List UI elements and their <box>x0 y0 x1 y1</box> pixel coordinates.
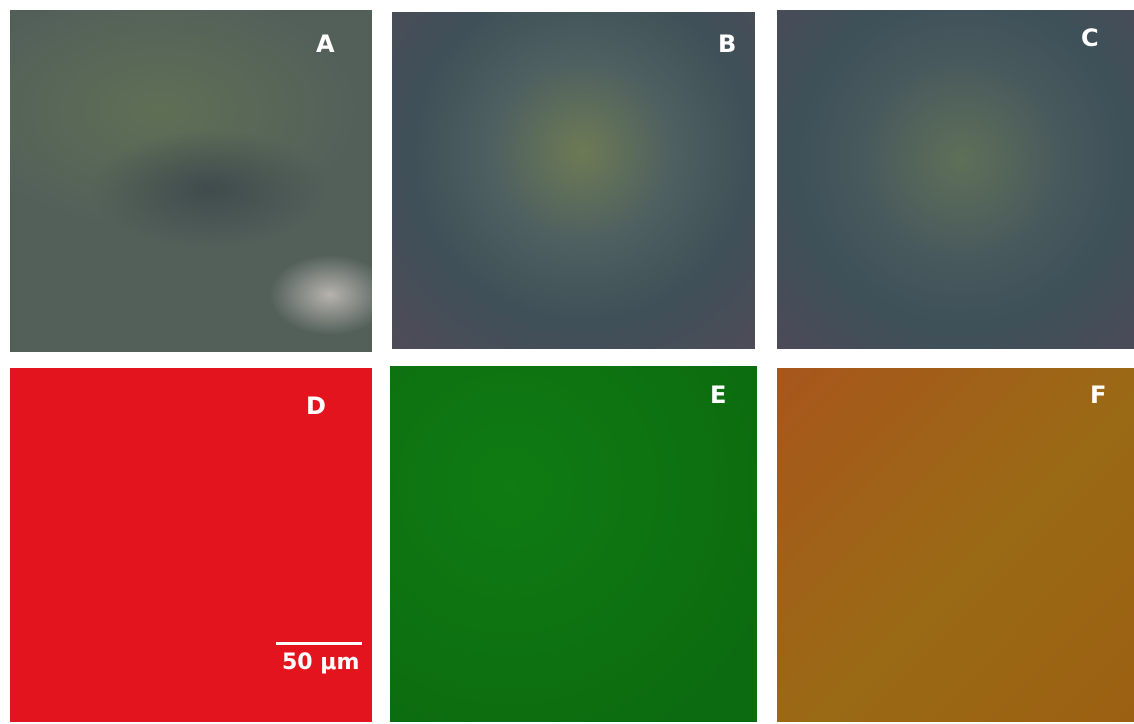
figure: {"panels": [{"label": "A"}, {"label": "B… <box>0 0 1134 724</box>
panel-label: B <box>718 32 736 56</box>
panel-label: C <box>1081 26 1099 50</box>
panel-label: D <box>306 394 326 418</box>
scale-bar-label: 50 μm <box>282 651 359 675</box>
panel-label: E <box>710 383 726 407</box>
micrograph: F <box>777 368 1134 722</box>
micrograph: C <box>777 10 1134 349</box>
micrograph: A <box>10 10 372 352</box>
micrograph: E <box>390 366 757 722</box>
panel-label: F <box>1090 383 1106 407</box>
panel-label: A <box>316 32 335 56</box>
micrograph: B <box>392 12 755 349</box>
scale-bar <box>276 642 362 645</box>
